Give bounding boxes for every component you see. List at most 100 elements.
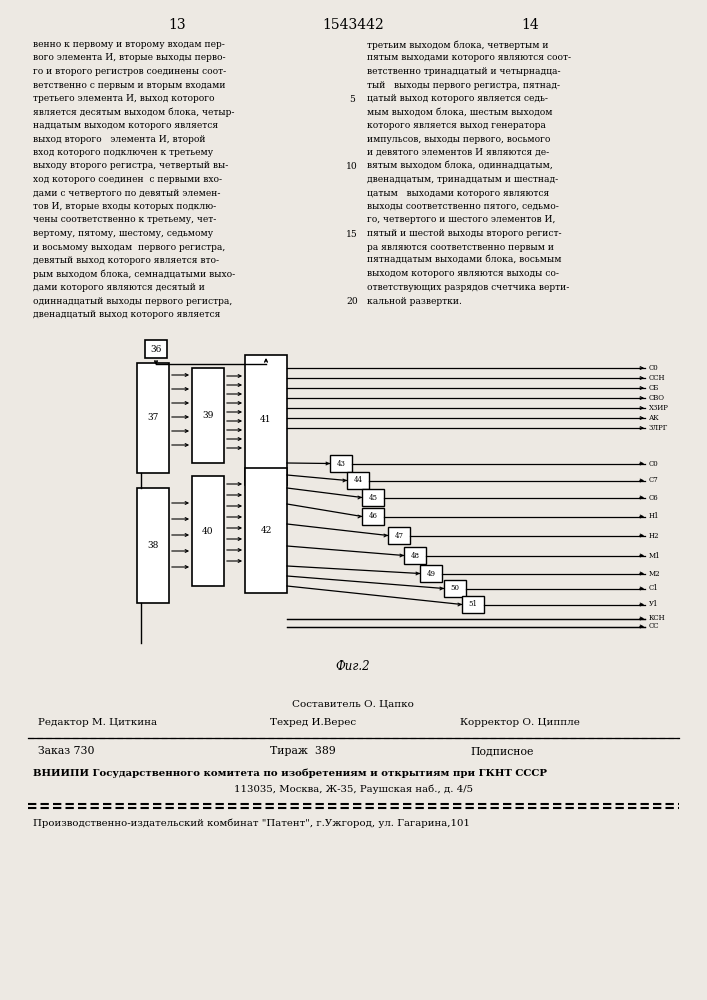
Bar [362,508,384,525]
Text: СВО: СВО [649,394,665,402]
Text: С0: С0 [649,460,659,468]
Text: 41: 41 [260,416,271,424]
Text: Редактор М. Циткина: Редактор М. Циткина [38,718,157,727]
Text: мым выходом блока, шестым выходом: мым выходом блока, шестым выходом [367,107,552,116]
Text: ВНИИПИ Государственного комитета по изобретениям и открытиям при ГКНТ СССР: ВНИИПИ Государственного комитета по изоб… [33,768,547,778]
Text: С7: С7 [649,477,659,485]
Text: тый   выходы первого регистра, пятнад-: тый выходы первого регистра, пятнад- [367,81,560,90]
Text: вого элемента И, вторые выходы перво-: вого элемента И, вторые выходы перво- [33,53,226,62]
Text: С6: С6 [649,493,659,502]
Text: 39: 39 [202,411,214,420]
Text: выход второго   элемента И, второй: выход второго элемента И, второй [33,134,206,143]
Text: двенадцатым, тринадцатым и шестнад-: двенадцатым, тринадцатым и шестнад- [367,175,559,184]
Text: ветственно с первым и вторым входами: ветственно с первым и вторым входами [33,81,226,90]
Text: 40: 40 [202,526,214,536]
Text: ответствующих разрядов счетчика верти-: ответствующих разрядов счетчика верти- [367,283,569,292]
Text: пятым выходами которого являются соот-: пятым выходами которого являются соот- [367,53,571,62]
Text: дами которого являются десятый и: дами которого являются десятый и [33,283,205,292]
Bar [462,596,484,613]
Text: 36: 36 [151,344,162,354]
Text: 37: 37 [147,414,158,422]
Text: Техред И.Верес: Техред И.Верес [270,718,356,727]
Text: Корректор О. Циппле: Корректор О. Циппле [460,718,580,727]
Bar [192,476,224,586]
Text: Н2: Н2 [649,532,660,540]
Text: 51: 51 [469,600,477,608]
Bar [388,527,410,544]
Text: Заказ 730: Заказ 730 [38,746,95,756]
Bar [347,472,369,489]
Text: Тираж  389: Тираж 389 [270,746,336,756]
Text: вход которого подключен к третьему: вход которого подключен к третьему [33,148,213,157]
Text: пятнадцатым выходами блока, восьмым: пятнадцатым выходами блока, восьмым [367,256,561,265]
Text: Подписное: Подписное [470,746,533,756]
Text: СБ: СБ [649,384,659,392]
Text: 44: 44 [354,477,363,485]
Text: и девятого элементов И являются де-: и девятого элементов И являются де- [367,148,549,157]
Text: М2: М2 [649,570,660,578]
Text: Фиг.2: Фиг.2 [336,660,370,673]
Text: го и второго регистров соединены соот-: го и второго регистров соединены соот- [33,67,226,76]
Text: вятым выходом блока, одиннадцатым,: вятым выходом блока, одиннадцатым, [367,161,553,170]
Bar [245,355,287,485]
Text: ССН: ССН [649,374,665,382]
Text: го, четвертого и шестого элементов И,: го, четвертого и шестого элементов И, [367,216,556,225]
Text: 15: 15 [346,230,358,239]
Text: 1543442: 1543442 [322,18,384,32]
Bar [145,340,167,358]
Text: импульсов, выходы первого, восьмого: импульсов, выходы первого, восьмого [367,134,550,143]
Text: цатый выход которого является седь-: цатый выход которого является седь- [367,94,548,103]
Bar [137,363,169,473]
Text: третьего элемента И, выход которого: третьего элемента И, выход которого [33,94,214,103]
Text: 47: 47 [395,532,404,540]
Text: 48: 48 [411,552,419,560]
Text: 38: 38 [147,541,158,550]
Text: девятый выход которого является вто-: девятый выход которого является вто- [33,256,219,265]
Bar [192,368,224,463]
Text: дами с четвертого по девятый элемен-: дами с четвертого по девятый элемен- [33,188,221,198]
Text: 14: 14 [521,18,539,32]
Text: 10: 10 [346,162,358,171]
Bar [444,580,466,597]
Text: цатым   выходами которого являются: цатым выходами которого являются [367,188,549,198]
Text: 5: 5 [349,95,355,104]
Text: У1: У1 [649,600,658,608]
Text: АК: АК [649,414,660,422]
Text: 45: 45 [368,493,378,502]
Text: ра являются соответственно первым и: ра являются соответственно первым и [367,242,554,251]
Bar [137,488,169,603]
Text: 13: 13 [168,18,186,32]
Bar [330,455,352,472]
Text: чены соответственно к третьему, чет-: чены соответственно к третьему, чет- [33,216,216,225]
Text: КСН: КСН [649,614,665,622]
Text: выходу второго регистра, четвертый вы-: выходу второго регистра, четвертый вы- [33,161,228,170]
Text: выходы соответственно пятого, седьмо-: выходы соответственно пятого, седьмо- [367,202,559,211]
Bar [404,547,426,564]
Text: ХЗИР: ХЗИР [649,404,669,412]
Text: 50: 50 [450,584,460,592]
Text: венно к первому и второму входам пер-: венно к первому и второму входам пер- [33,40,225,49]
Text: Н1: Н1 [649,512,660,520]
Text: надцатым выходом которого является: надцатым выходом которого является [33,121,218,130]
Text: С0: С0 [649,364,659,372]
Text: двенадцатый выход которого является: двенадцатый выход которого является [33,310,221,319]
Text: выходом которого являются выходы со-: выходом которого являются выходы со- [367,269,559,278]
Text: которого является выход генератора: которого является выход генератора [367,121,546,130]
Text: вертому, пятому, шестому, седьмому: вертому, пятому, шестому, седьмому [33,229,213,238]
Text: 113035, Москва, Ж-35, Раушская наб., д. 4/5: 113035, Москва, Ж-35, Раушская наб., д. … [233,785,472,794]
Text: рым выходом блока, семнадцатыми выхо-: рым выходом блока, семнадцатыми выхо- [33,269,235,279]
Text: 43: 43 [337,460,346,468]
Text: ЗЛРГ: ЗЛРГ [649,424,668,432]
Bar [420,565,442,582]
Text: СС: СС [649,622,660,631]
Text: 49: 49 [426,570,436,578]
Text: третьим выходом блока, четвертым и: третьим выходом блока, четвертым и [367,40,549,49]
Text: ветственно тринадцатый и четырнадца-: ветственно тринадцатый и четырнадца- [367,67,561,76]
Text: С1: С1 [649,584,659,592]
Bar [362,489,384,506]
Text: Составитель О. Цапко: Составитель О. Цапко [292,700,414,709]
Text: одиннадцатый выходы первого регистра,: одиннадцатый выходы первого регистра, [33,296,233,306]
Text: пятый и шестой выходы второго регист-: пятый и шестой выходы второго регист- [367,229,561,238]
Text: 20: 20 [346,297,358,306]
Text: 42: 42 [260,526,271,535]
